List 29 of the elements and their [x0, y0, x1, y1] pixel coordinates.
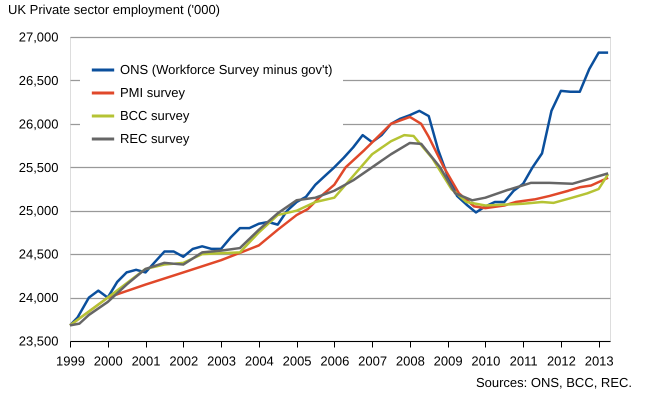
- x-tick-label: 2009: [434, 354, 463, 368]
- y-tick-label: 24,500: [18, 246, 58, 262]
- legend-label: PMI survey: [120, 85, 186, 100]
- x-tick-label: 2003: [207, 354, 236, 368]
- y-tick-label: 25,500: [18, 160, 58, 175]
- chart-title: UK Private sector employment ('000): [8, 2, 220, 17]
- x-tick-label: 1999: [56, 354, 85, 368]
- x-tick-label: 2011: [510, 354, 538, 368]
- y-tick-label: 23,500: [18, 334, 58, 348]
- y-tick-label: 26,500: [18, 72, 58, 88]
- x-tick-label: 2006: [320, 354, 350, 368]
- legend-label: ONS (Workforce Survey minus gov't): [120, 62, 332, 77]
- legend-label: REC survey: [120, 131, 190, 146]
- x-tick-label: 2005: [282, 354, 312, 368]
- x-tick-label: 2010: [471, 354, 500, 368]
- x-tick-label: 2008: [396, 354, 425, 368]
- y-tick-label: 24,000: [18, 290, 58, 306]
- x-tick-label: 2000: [94, 354, 123, 368]
- y-tick-label: 27,000: [18, 30, 58, 44]
- legend-label: BCC survey: [120, 108, 190, 123]
- x-tick-label: 2007: [358, 354, 388, 368]
- y-tick-label: 26,000: [18, 116, 58, 132]
- y-tick-label: 25,000: [18, 203, 58, 218]
- x-tick-label: 2012: [546, 354, 576, 368]
- x-tick-label: 2004: [244, 354, 274, 368]
- x-tick-label: 2013: [584, 354, 614, 368]
- x-tick-label: 2002: [169, 354, 198, 368]
- source-note: Sources: ONS, BCC, REC.: [476, 375, 632, 390]
- x-tick-label: 2001: [132, 354, 160, 368]
